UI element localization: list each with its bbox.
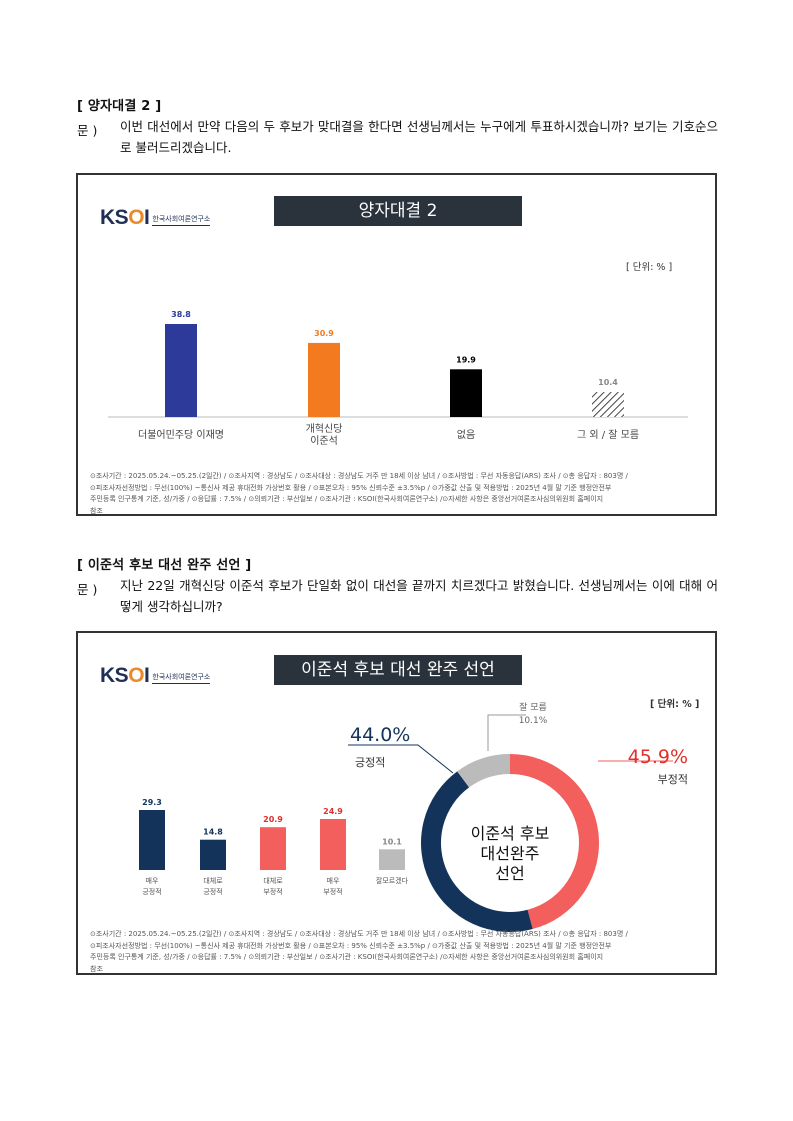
logo-text: KSOI [100, 664, 150, 687]
bar [165, 324, 197, 417]
bar [592, 392, 624, 417]
footnote-line: 주민등록 인구통계 기준, 성/가중 / ⊙응답률 : 7.5% / ⊙의뢰기관… [90, 495, 604, 503]
section-title-head-to-head: [ 양자대결 2 ] [77, 99, 162, 114]
category-label: 대체로 [263, 877, 283, 885]
category-label: 이준석 [310, 435, 338, 447]
donut-center-line: 대선완주 [481, 844, 540, 863]
bar [379, 849, 405, 870]
question-label: 문 ) [77, 123, 98, 138]
category-label: 매우 [146, 877, 159, 885]
category-label: 그 외 / 잘 모름 [577, 429, 639, 441]
positive-value: 44.0% [350, 724, 410, 746]
donut-segment [509, 754, 599, 930]
section-title-completion: [ 이준석 후보 대선 완주 선언 ] [77, 558, 252, 573]
question-text: 이번 대선에서 만약 다음의 두 후보가 맞대결을 한다면 선생님께서는 누구에… [120, 119, 718, 155]
donut-chart-completion: 이준석 후보 대선완주 선언 44.0% 긍정적 45.9% 부정적 잘 모름 … [348, 701, 688, 932]
unit-label: [ 단위: % ] [626, 262, 673, 273]
category-label: 더불어민주당 이재명 [138, 429, 224, 441]
footnote-line: 참조 [90, 506, 103, 515]
data-label: 10.4 [598, 378, 618, 387]
unknown-label: 잘 모름 [519, 701, 547, 713]
donut-segment [421, 771, 533, 932]
chart-banner: 이준석 후보 대선 완주 선언 [274, 655, 522, 685]
bar [450, 369, 482, 417]
data-label: 24.9 [323, 807, 343, 816]
category-label: 긍정적 [203, 887, 222, 896]
data-label: 20.9 [263, 815, 283, 824]
data-label: 29.3 [142, 798, 162, 807]
bar [320, 819, 346, 870]
category-label: 잘모르겠다 [376, 876, 409, 885]
unknown-leader-line [487, 714, 526, 751]
survey-footnote: ⊙조사기간 : 2025.05.24.~05.25.(2일간) / ⊙조사지역 … [90, 471, 705, 515]
donut-center-line: 선언 [495, 864, 524, 883]
category-label: 부정적 [323, 887, 342, 896]
question-text: 지난 22일 개혁신당 이준석 후보가 단일화 없이 대선을 끝까지 치르겠다고… [120, 578, 718, 614]
bar [200, 839, 226, 870]
bar [260, 827, 286, 870]
survey-footnote: ⊙조사기간 : 2025.05.24.~05.25.(2일간) / ⊙조사지역 … [90, 929, 705, 973]
category-label: 개혁신당 [306, 423, 343, 435]
data-label: 14.8 [203, 828, 223, 837]
donut-segment [457, 754, 511, 788]
category-label: 매우 [327, 877, 340, 885]
category-label: 없음 [457, 428, 475, 441]
positive-leader-line [348, 744, 454, 774]
category-label: 대체로 [203, 877, 223, 885]
footnote-line: ⊙피조사자선정방법 : 무선(100%) ~통신사 제공 휴대전화 가상번호 활… [90, 483, 612, 492]
data-label: 19.9 [456, 355, 476, 364]
chart-panel-completion: KSOI 한국사회여론연구소 이준석 후보 대선 완주 선언 [ 단위: % ]… [76, 631, 717, 975]
bar [308, 342, 340, 417]
footnote-line: 참조 [90, 964, 103, 973]
donut-center-line: 이준석 후보 [471, 824, 550, 843]
unknown-value: 10.1% [519, 716, 548, 726]
ksoi-logo: KSOI 한국사회여론연구소 [100, 664, 211, 687]
negative-label: 부정적 [658, 773, 688, 786]
footnote-line: ⊙피조사자선정방법 : 무선(100%) ~통신사 제공 휴대전화 가상번호 활… [90, 941, 612, 950]
logo-subtitle: 한국사회여론연구소 [152, 672, 211, 684]
logo-subtitle: 한국사회여론연구소 [152, 214, 211, 226]
chart-panel-head-to-head: KSOI 한국사회여론연구소 양자대결 2 [ 단위: % ] 38.8 더불어민… [76, 173, 717, 516]
bar [139, 810, 165, 870]
data-label: 30.9 [314, 329, 334, 338]
category-label: 부정적 [263, 887, 282, 896]
ksoi-logo: KSOI 한국사회여론연구소 [100, 206, 211, 229]
data-label: 38.8 [171, 310, 191, 319]
footnote-line: ⊙조사기간 : 2025.05.24.~05.25.(2일간) / ⊙조사지역 … [90, 930, 628, 938]
data-label: 10.1 [382, 837, 402, 846]
footnote-line: 주민등록 인구통계 기준, 성/가중 / ⊙응답률 : 7.5% / ⊙의뢰기관… [90, 953, 604, 961]
chart-banner: 양자대결 2 [274, 196, 522, 226]
unit-label: [ 단위: % ] [650, 699, 700, 710]
footnote-line: ⊙조사기간 : 2025.05.24.~05.25.(2일간) / ⊙조사지역 … [90, 472, 628, 480]
logo-text: KSOI [100, 206, 150, 229]
positive-label: 긍정적 [355, 756, 385, 769]
negative-value: 45.9% [628, 746, 688, 768]
category-label: 긍정적 [142, 887, 161, 896]
question-label: 문 ) [77, 582, 98, 597]
